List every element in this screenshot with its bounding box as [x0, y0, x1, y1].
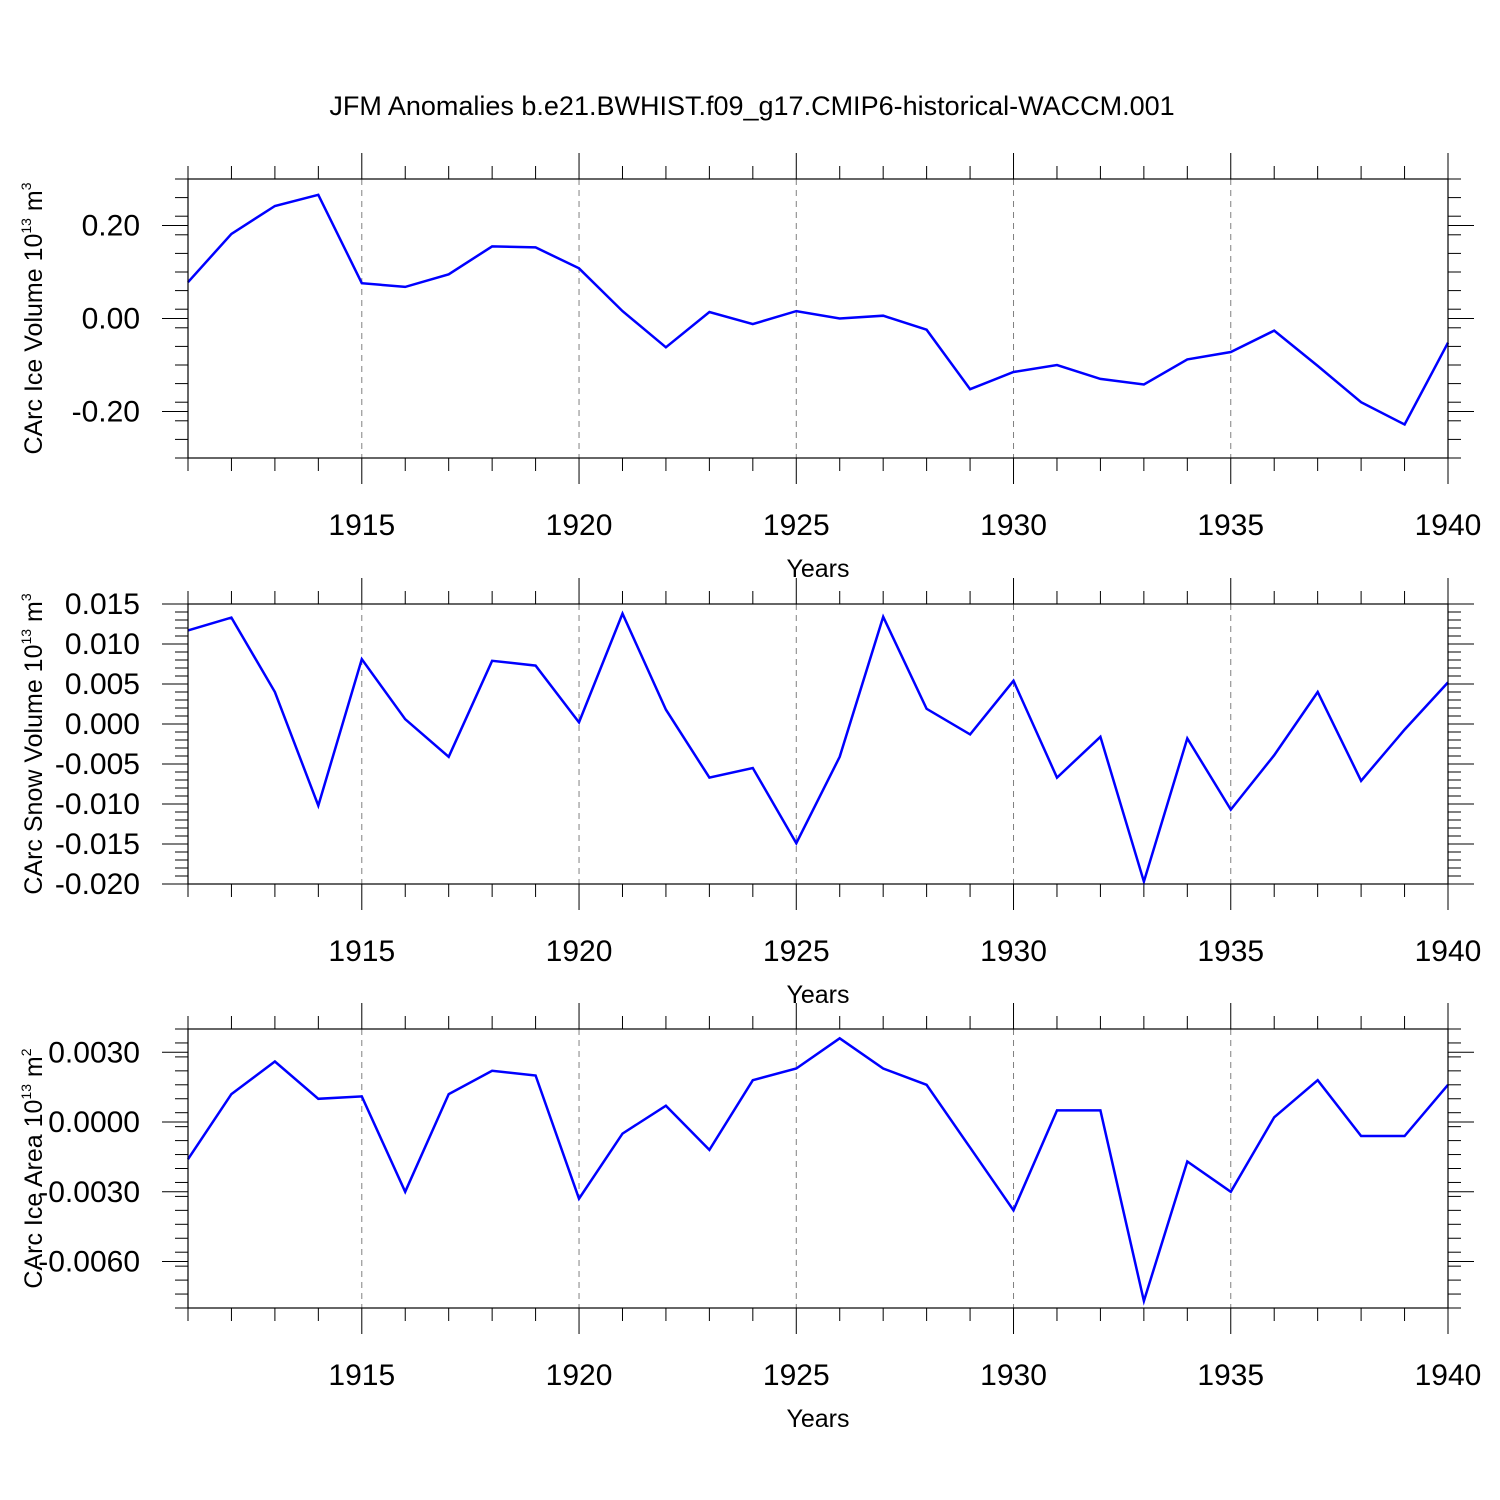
chart-1-xtick-label: 1925 — [763, 509, 830, 542]
chart-2-ytick-label: -0.005 — [55, 748, 140, 781]
chart-2-xtick-label: 1920 — [546, 935, 613, 968]
chart-2-ytick-label: -0.010 — [55, 788, 140, 821]
chart-2-xtick-label: 1925 — [763, 935, 830, 968]
chart-2-xtick-label: 1930 — [980, 935, 1047, 968]
chart-3-xlabel: Years — [786, 1405, 849, 1433]
chart-3-xtick-label: 1930 — [980, 1359, 1047, 1392]
chart-3-xtick-label: 1940 — [1415, 1359, 1482, 1392]
chart-2-ytick-label: 0.005 — [65, 668, 140, 701]
panels: -0.20 0.00 0.20 1915 1920 1925 1930 1935 1940 Yea… — [18, 153, 1481, 1433]
chart-2-xtick-label: 1940 — [1415, 935, 1482, 968]
chart-1-xtick-label: 1930 — [980, 509, 1047, 542]
chart-3-frame — [187, 1028, 1449, 1309]
chart-1: -0.20 0.00 0.20 1915 1920 1925 1930 1935 1940 Yea… — [18, 153, 1481, 583]
chart-1-xtick-label: 1915 — [328, 509, 395, 542]
chart-1-xtick-label: 1920 — [546, 509, 613, 542]
chart-3-xtick-label: 1925 — [763, 1359, 830, 1392]
chart-3-xtick-label: 1915 — [328, 1359, 395, 1392]
chart-2-xtick-label: 1915 — [328, 935, 395, 968]
chart-3-xtick-label: 1935 — [1197, 1359, 1264, 1392]
chart-3-ytick-label: 0.0030 — [48, 1036, 140, 1069]
chart-2-xlabel: Years — [786, 981, 849, 1009]
chart-1-ytick-label: -0.20 — [72, 396, 140, 429]
chart-2-ytick-label: 0.010 — [65, 628, 140, 661]
chart-2-xtick-label: 1935 — [1197, 935, 1264, 968]
chart-1-xtick-label: 1935 — [1197, 509, 1264, 542]
chart-3-ylabel: CArc Ice Area 1013 m2 — [18, 1048, 48, 1288]
chart-1-series-line — [187, 193, 1450, 427]
chart-1-ytick-label: 0.20 — [82, 210, 140, 243]
chart-2-ylabel: CArc Snow Volume 1013 m3 — [18, 593, 48, 894]
figure-title: JFM Anomalies b.e21.BWHIST.f09_g17.CMIP6… — [329, 91, 1174, 121]
chart-2-ytick-label: -0.020 — [55, 868, 140, 901]
chart-1-frame — [187, 178, 1449, 459]
chart-2-frame — [187, 603, 1449, 885]
chart-2-ytick-label: -0.015 — [55, 828, 140, 861]
chart-2-series-line — [187, 610, 1449, 886]
chart-3-ytick-label: -0.0030 — [38, 1176, 140, 1209]
chart-2-ytick-label: 0.015 — [65, 588, 140, 621]
chart-3-ytick-label: -0.0060 — [38, 1246, 140, 1279]
chart-3-ytick-label: 0.0000 — [48, 1106, 140, 1139]
chart-3-xtick-label: 1920 — [546, 1359, 613, 1392]
chart-1-xtick-label: 1940 — [1415, 509, 1482, 542]
chart-3-series-line — [186, 1036, 1449, 1306]
chart-2: -0.020 -0.015 -0.010 -0.005 0.000 0.005 0.010 0… — [18, 578, 1481, 1009]
chart-1-ytick-label: 0.00 — [82, 303, 140, 336]
chart-1-ylabel: CArc Ice Volume 1013 m3 — [18, 182, 48, 454]
chart-3: -0.0060 -0.0030 0.0000 0.0030 1915 1920 1925 19… — [18, 1003, 1481, 1433]
chart-1-xlabel: Years — [786, 555, 849, 583]
chart-2-ytick-label: 0.000 — [65, 708, 140, 741]
